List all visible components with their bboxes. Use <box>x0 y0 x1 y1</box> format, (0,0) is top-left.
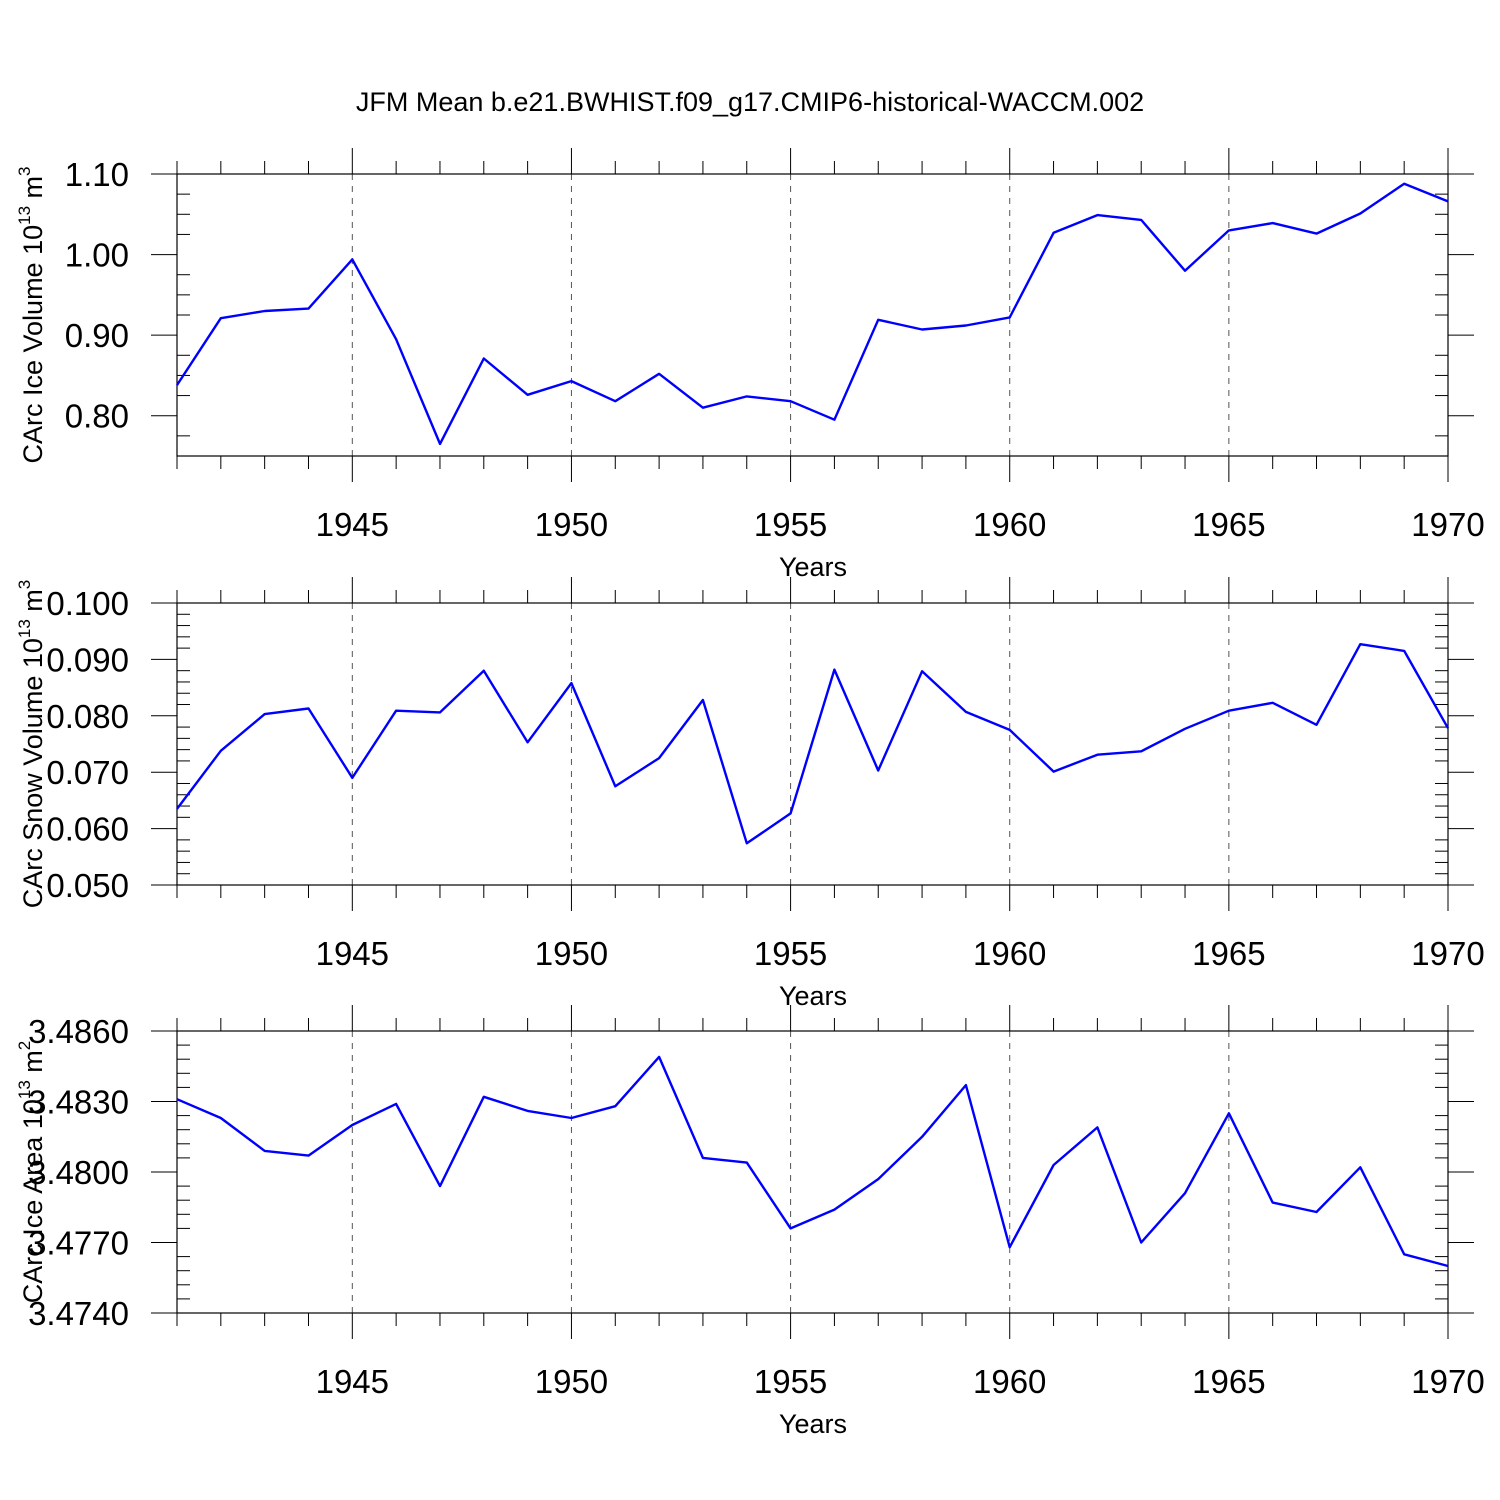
y-tick-label: 1.00 <box>65 237 129 274</box>
y-tick-label: 3.4740 <box>28 1295 129 1332</box>
y-tick-label: 3.4800 <box>28 1154 129 1191</box>
y-axis-label: CArc Snow Volume 1013 m3 <box>15 580 48 909</box>
x-tick-label: 1955 <box>754 506 827 543</box>
y-axis-label: CArc Ice Volume 1013 m3 <box>15 166 48 463</box>
y-tick-label: 3.4770 <box>28 1225 129 1262</box>
y-tick-label: 0.050 <box>46 867 129 904</box>
x-tick-label: 1945 <box>316 935 389 972</box>
panel-3: 3.4740 3.4770 3.4800 3.4830 3.4860 1945 1950 19… <box>15 1005 1485 1439</box>
x-tick-label: 1970 <box>1411 506 1484 543</box>
x-tick-label: 1945 <box>316 506 389 543</box>
y-tick-label: 0.090 <box>46 641 129 678</box>
plot-frame <box>176 602 1449 886</box>
x-tick-label: 1960 <box>973 506 1046 543</box>
panels: 0.80 0.90 1.00 1.10 1945 1950 1955 1960 1965 1970… <box>15 148 1485 1439</box>
x-tick-label: 1950 <box>535 506 608 543</box>
x-tick-label: 1955 <box>754 935 827 972</box>
x-axis-label: Years <box>779 981 847 1011</box>
x-tick-label: 1950 <box>535 1363 608 1400</box>
series-line <box>175 182 1449 446</box>
y-tick-label: 0.90 <box>65 317 129 354</box>
y-tick-label: 0.070 <box>46 754 129 791</box>
panel-1: 0.80 0.90 1.00 1.10 1945 1950 1955 1960 1965 1970… <box>15 148 1485 582</box>
x-tick-label: 1955 <box>754 1363 827 1400</box>
y-tick-label: 0.080 <box>46 698 129 735</box>
y-tick-label: 0.060 <box>46 811 129 848</box>
y-tick-label: 0.80 <box>65 398 129 435</box>
x-tick-label: 1965 <box>1192 1363 1265 1400</box>
x-tick-label: 1960 <box>973 935 1046 972</box>
series-line <box>176 1055 1449 1268</box>
x-tick-label: 1970 <box>1411 1363 1484 1400</box>
x-tick-label: 1950 <box>535 935 608 972</box>
series-line <box>176 643 1450 845</box>
x-axis-label: Years <box>779 1409 847 1439</box>
y-axis-label: CArc Ice Area 1013 m2 <box>15 1041 48 1304</box>
plot-frame <box>176 173 1449 457</box>
y-tick-label: 3.4860 <box>28 1013 129 1050</box>
y-tick-label: 1.10 <box>65 156 129 193</box>
panel-2: 0.050 0.060 0.070 0.080 0.090 0.100 1945 1950 19… <box>15 577 1485 1011</box>
x-tick-label: 1945 <box>316 1363 389 1400</box>
x-tick-label: 1965 <box>1192 935 1265 972</box>
x-tick-label: 1970 <box>1411 935 1484 972</box>
chart-title: JFM Mean b.e21.BWHIST.f09_g17.CMIP6-hist… <box>356 87 1144 117</box>
x-tick-label: 1965 <box>1192 506 1265 543</box>
y-tick-label: 0.100 <box>46 585 129 622</box>
x-axis-label: Years <box>779 552 847 582</box>
y-tick-label: 3.4830 <box>28 1084 129 1121</box>
x-tick-label: 1960 <box>973 1363 1046 1400</box>
